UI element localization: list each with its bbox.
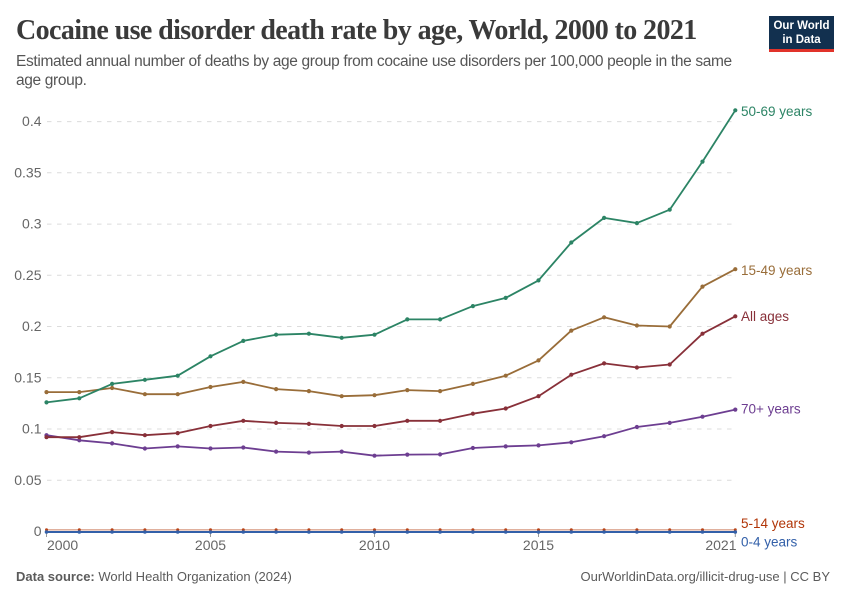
svg-text:2015: 2015: [523, 537, 554, 553]
svg-text:2000: 2000: [47, 537, 78, 553]
svg-text:2021: 2021: [705, 537, 736, 553]
svg-text:0.4: 0.4: [22, 113, 42, 129]
svg-text:70+ years: 70+ years: [741, 402, 801, 417]
svg-text:0.35: 0.35: [14, 164, 41, 180]
svg-text:0.25: 0.25: [14, 267, 41, 283]
svg-text:0.2: 0.2: [22, 318, 42, 334]
svg-text:0: 0: [34, 523, 42, 539]
svg-text:50-69 years: 50-69 years: [741, 104, 813, 119]
svg-text:0.1: 0.1: [22, 421, 42, 437]
svg-text:0.05: 0.05: [14, 472, 41, 488]
svg-text:0.15: 0.15: [14, 369, 41, 385]
svg-text:2005: 2005: [195, 537, 226, 553]
svg-text:All ages: All ages: [741, 309, 789, 324]
svg-text:2010: 2010: [359, 537, 390, 553]
svg-text:0-4 years: 0-4 years: [741, 535, 798, 550]
svg-text:0.3: 0.3: [22, 216, 42, 232]
svg-text:5-14 years: 5-14 years: [741, 516, 805, 531]
svg-text:15-49 years: 15-49 years: [741, 263, 813, 278]
